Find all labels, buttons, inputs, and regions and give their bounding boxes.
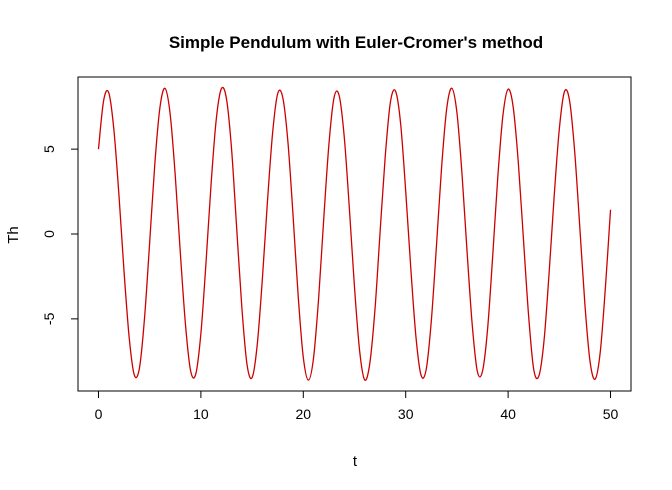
y-tick-label: 0 xyxy=(41,230,57,238)
y-tick-label: 5 xyxy=(41,145,57,153)
x-tick-label: 40 xyxy=(500,406,516,422)
series-line xyxy=(97,86,612,381)
x-tick-label: 30 xyxy=(398,406,414,422)
y-tick-label: -5 xyxy=(41,312,57,325)
x-tick-label: 10 xyxy=(193,406,209,422)
x-axis-label: t xyxy=(353,453,358,470)
y-axis-label: Th xyxy=(5,226,22,244)
x-axis: 0 10 20 30 40 50 xyxy=(95,390,619,422)
y-axis: -5 0 5 xyxy=(41,145,79,325)
plot-box xyxy=(77,76,632,392)
x-tick-label: 0 xyxy=(95,406,103,422)
x-tick-label: 50 xyxy=(603,406,619,422)
x-tick-label: 20 xyxy=(296,406,312,422)
series-group xyxy=(97,86,612,381)
chart-title: Simple Pendulum with Euler-Cromer's meth… xyxy=(169,33,543,52)
